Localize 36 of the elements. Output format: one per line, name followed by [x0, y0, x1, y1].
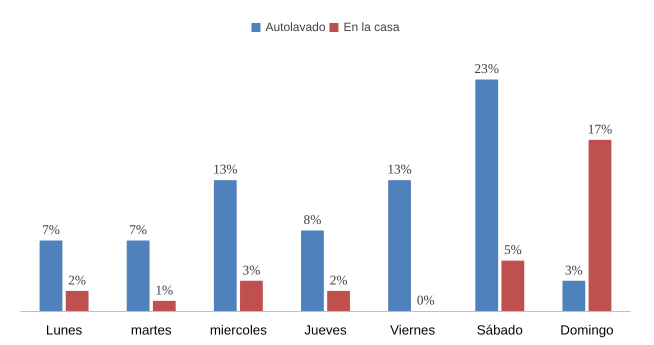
- bar: [152, 300, 176, 312]
- data-label: 23%: [474, 60, 499, 76]
- data-label: 13%: [387, 162, 412, 177]
- bar: [66, 290, 89, 312]
- x-tick-label: miercoles: [210, 322, 268, 338]
- x-tick-label: Lunes: [46, 322, 83, 338]
- data-label: 1%: [155, 282, 174, 298]
- bar: [214, 180, 237, 312]
- x-tick-label: martes: [130, 322, 172, 338]
- bar: [327, 290, 350, 312]
- bar: [240, 280, 263, 312]
- data-label: 17%: [588, 121, 612, 136]
- bar: [301, 230, 324, 312]
- data-label: 5%: [504, 242, 522, 258]
- bar: [562, 280, 586, 312]
- bar: [40, 240, 62, 312]
- x-tick-label: Jueves: [304, 322, 347, 338]
- x-tick-label: Domingo: [560, 322, 614, 338]
- bar: [126, 240, 150, 312]
- data-label: 7%: [129, 222, 148, 238]
- data-label: 2%: [68, 272, 86, 288]
- data-label: 2%: [330, 272, 348, 288]
- data-label: 8%: [304, 212, 322, 227]
- bar: [501, 260, 524, 312]
- data-label: 3%: [242, 262, 260, 278]
- x-tick-label: Sábado: [476, 322, 523, 338]
- bar: [588, 140, 612, 312]
- bar: [475, 79, 498, 312]
- data-label: 13%: [213, 162, 238, 177]
- legend-label: Autolavado: [265, 20, 326, 34]
- data-label: 0%: [416, 292, 435, 308]
- data-label: 3%: [564, 262, 583, 278]
- bar: [388, 180, 411, 312]
- legend-label: En la casa: [344, 20, 400, 34]
- x-tick-label: Viernes: [390, 322, 436, 338]
- data-label: 7%: [42, 222, 60, 238]
